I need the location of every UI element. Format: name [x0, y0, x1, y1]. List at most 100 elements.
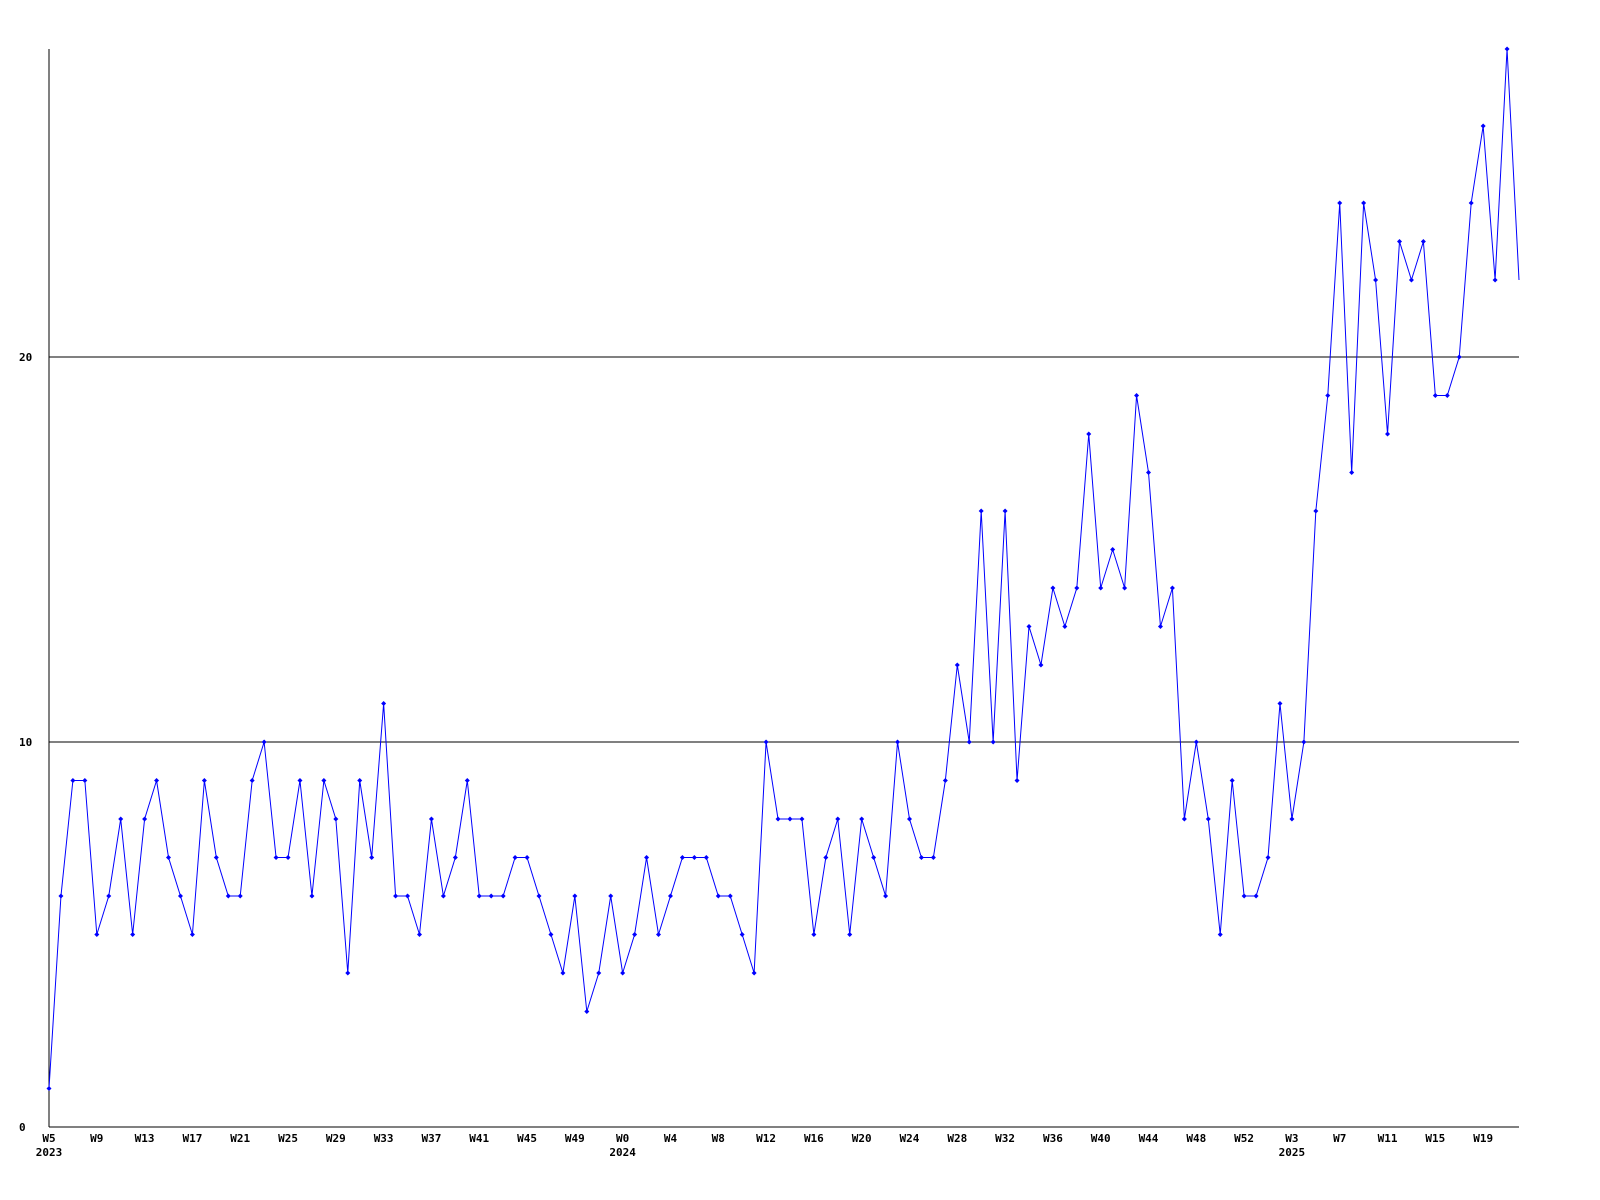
x-tick-label: W45 [517, 1132, 537, 1145]
data-point [357, 778, 363, 783]
data-point [1337, 200, 1343, 206]
x-tick-label: W28 [947, 1132, 967, 1145]
data-point [1420, 239, 1426, 244]
data-point [1002, 508, 1008, 514]
x-tick-label: W41 [469, 1132, 489, 1145]
x-tick-label: W40 [1091, 1132, 1111, 1145]
data-point [46, 1086, 52, 1091]
x-tick-label: W8 [712, 1132, 725, 1145]
data-point [727, 893, 733, 899]
data-point [1205, 816, 1211, 822]
data-point [1504, 46, 1510, 52]
data-point [1134, 393, 1140, 398]
x-tick-label: W13 [135, 1132, 155, 1145]
data-point [82, 778, 88, 783]
data-point [249, 778, 255, 783]
data-point [476, 893, 482, 899]
data-point [1396, 239, 1402, 244]
x-tick-label: W7 [1333, 1132, 1346, 1145]
data-point [1301, 739, 1307, 745]
data-point [1122, 585, 1128, 591]
x-tick-label: W11 [1378, 1132, 1398, 1145]
data-point [906, 816, 912, 822]
data-point [1026, 624, 1032, 629]
x-tick-label: W36 [1043, 1132, 1063, 1145]
data-point [644, 855, 650, 860]
data-point [823, 855, 829, 860]
x-tick-label: W33 [374, 1132, 394, 1145]
data-point [715, 893, 721, 899]
data-point [94, 932, 100, 937]
data-point [500, 893, 506, 899]
x-tick-label: W4 [664, 1132, 678, 1145]
data-point [428, 816, 434, 822]
x-tick-label: W0 2024 [609, 1132, 636, 1159]
data-point [1146, 470, 1152, 475]
data-point [488, 893, 494, 899]
data-point [452, 855, 458, 860]
data-point [213, 855, 219, 860]
data-point [656, 932, 662, 937]
data-point [393, 893, 399, 899]
data-point [464, 778, 470, 783]
data-point [1277, 701, 1283, 706]
data-point [1074, 585, 1080, 591]
data-point [620, 970, 626, 976]
data-point [381, 701, 387, 706]
x-tick-label: W15 [1425, 1132, 1445, 1145]
x-tick-label: W17 [182, 1132, 202, 1145]
x-tick-label: W16 [804, 1132, 824, 1145]
data-point [1349, 470, 1355, 475]
data-point [189, 932, 195, 937]
data-point [536, 893, 542, 899]
data-point [1253, 893, 1259, 899]
data-point [1014, 778, 1020, 783]
data-point [799, 816, 805, 822]
data-point [942, 778, 948, 783]
data-point [142, 816, 148, 822]
data-point [918, 855, 924, 860]
data-point [1313, 508, 1319, 514]
data-point [930, 855, 936, 860]
data-point [990, 739, 996, 745]
data-point [166, 855, 172, 860]
y-tick-label: 0 [19, 1121, 26, 1134]
x-tick-label: W52 [1234, 1132, 1254, 1145]
data-point [596, 970, 602, 976]
data-point [847, 932, 853, 937]
data-point [608, 893, 614, 899]
data-point [978, 508, 984, 514]
data-point [405, 893, 411, 899]
data-point [859, 816, 865, 822]
data-point [572, 893, 578, 899]
data-point [1373, 277, 1379, 283]
data-point [703, 855, 709, 860]
data-point [1325, 393, 1331, 398]
data-point [954, 662, 960, 668]
data-point [871, 855, 877, 860]
data-point [309, 893, 315, 899]
data-point [297, 778, 303, 783]
data-point [261, 739, 267, 745]
data-point [416, 932, 422, 937]
data-point [1110, 547, 1116, 552]
data-point [70, 778, 76, 783]
x-tick-label: W44 [1139, 1132, 1159, 1145]
data-point [966, 739, 972, 745]
x-tick-label: W3 2025 [1279, 1132, 1306, 1159]
data-point [1480, 123, 1486, 129]
x-tick-label: W19 [1473, 1132, 1493, 1145]
data-point [1385, 431, 1391, 437]
data-point [584, 1009, 590, 1014]
data-point [763, 739, 769, 745]
data-point [237, 893, 243, 899]
data-point [1086, 431, 1092, 437]
data-point [512, 855, 518, 860]
data-point [369, 855, 375, 860]
data-point [58, 893, 64, 899]
data-point [751, 970, 757, 976]
data-point [1062, 624, 1068, 629]
data-point [524, 855, 530, 860]
data-point [1241, 893, 1247, 899]
